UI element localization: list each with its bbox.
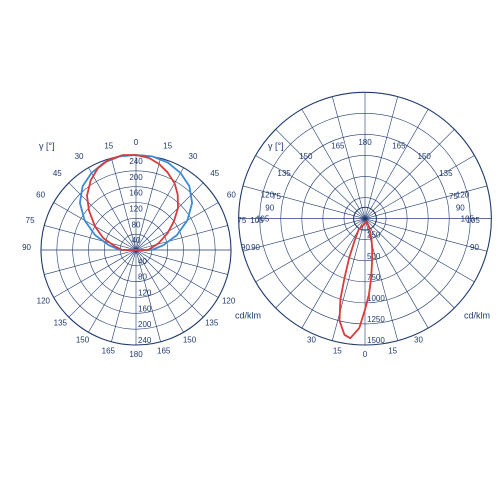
svg-text:120: 120 (37, 297, 51, 306)
svg-text:0: 0 (363, 350, 368, 359)
svg-text:150: 150 (183, 336, 197, 345)
svg-text:240: 240 (129, 157, 143, 166)
svg-text:750: 750 (367, 273, 381, 282)
svg-text:90: 90 (456, 203, 465, 212)
svg-text:250: 250 (367, 231, 381, 240)
svg-text:150: 150 (418, 152, 432, 161)
svg-text:180: 180 (129, 350, 143, 359)
svg-text:135: 135 (277, 169, 291, 178)
svg-text:15: 15 (333, 346, 342, 355)
svg-text:1250: 1250 (367, 315, 385, 324)
svg-text:γ [°]: γ [°] (268, 141, 284, 151)
svg-text:90: 90 (22, 243, 31, 252)
svg-text:90: 90 (251, 243, 260, 252)
svg-text:15: 15 (104, 142, 113, 151)
svg-text:135: 135 (205, 319, 219, 328)
svg-text:cd/klm: cd/klm (464, 310, 490, 320)
svg-text:500: 500 (367, 252, 381, 261)
svg-text:90: 90 (265, 203, 274, 212)
svg-text:30: 30 (307, 336, 316, 345)
svg-text:120: 120 (456, 191, 470, 200)
svg-text:200: 200 (129, 173, 143, 182)
svg-text:60: 60 (36, 191, 45, 200)
svg-text:1500: 1500 (367, 336, 385, 345)
svg-text:0: 0 (134, 138, 139, 147)
svg-text:30: 30 (414, 336, 423, 345)
svg-text:105: 105 (256, 215, 270, 224)
svg-text:135: 135 (439, 169, 453, 178)
svg-text:105: 105 (461, 215, 475, 224)
svg-text:30: 30 (189, 152, 198, 161)
svg-text:40: 40 (132, 236, 141, 245)
svg-text:120: 120 (138, 289, 152, 298)
svg-text:160: 160 (138, 304, 152, 313)
svg-text:165: 165 (392, 142, 406, 151)
svg-text:γ [°]: γ [°] (39, 141, 55, 151)
svg-text:165: 165 (331, 142, 345, 151)
svg-text:150: 150 (76, 336, 90, 345)
svg-text:160: 160 (129, 189, 143, 198)
svg-text:45: 45 (210, 169, 219, 178)
svg-text:165: 165 (102, 346, 116, 355)
svg-text:60: 60 (227, 191, 236, 200)
svg-text:80: 80 (132, 220, 141, 229)
svg-text:120: 120 (222, 297, 236, 306)
svg-text:75: 75 (449, 192, 458, 201)
svg-text:75: 75 (26, 216, 35, 225)
svg-text:30: 30 (75, 152, 84, 161)
svg-text:15: 15 (163, 142, 172, 151)
svg-text:75: 75 (272, 192, 281, 201)
svg-text:120: 120 (129, 205, 143, 214)
svg-text:15: 15 (388, 346, 397, 355)
svg-text:40: 40 (138, 257, 147, 266)
svg-text:200: 200 (138, 320, 152, 329)
svg-text:165: 165 (157, 346, 171, 355)
svg-text:150: 150 (299, 152, 313, 161)
svg-text:135: 135 (54, 319, 68, 328)
svg-text:80: 80 (138, 273, 147, 282)
svg-text:1000: 1000 (367, 294, 385, 303)
svg-text:45: 45 (53, 169, 62, 178)
svg-text:cd/klm: cd/klm (235, 310, 261, 320)
svg-text:90: 90 (470, 243, 479, 252)
svg-text:180: 180 (358, 138, 372, 147)
svg-text:240: 240 (138, 336, 152, 345)
